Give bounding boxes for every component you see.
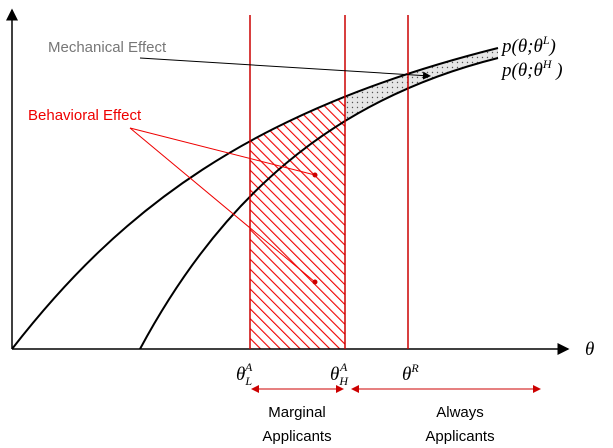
curve-low <box>11 47 499 350</box>
axis-label: θ <box>585 339 594 360</box>
group-label: Marginal <box>268 404 326 421</box>
annotation-dot <box>312 279 318 285</box>
threshold-label: θHA <box>330 360 349 388</box>
curve-label: p(θ;θL) <box>500 33 556 57</box>
curve-high <box>139 57 499 350</box>
mechanical-label: Mechanical Effect <box>48 39 167 56</box>
group-label: Applicants <box>425 428 494 445</box>
annotation-arrow <box>129 127 316 176</box>
behavioral-region <box>250 96 345 349</box>
mechanical-region <box>345 48 498 122</box>
threshold-label: θLA <box>236 360 253 388</box>
threshold-label: θR <box>402 361 419 385</box>
behavioral-label: Behavioral Effect <box>28 107 142 124</box>
annotation-dot <box>312 172 318 178</box>
annotation-arrow <box>139 57 431 80</box>
annotation-arrow <box>129 127 316 283</box>
group-label: Applicants <box>262 428 331 445</box>
group-label: Always <box>436 404 484 421</box>
curve-label: p(θ;θH ) <box>500 57 563 81</box>
